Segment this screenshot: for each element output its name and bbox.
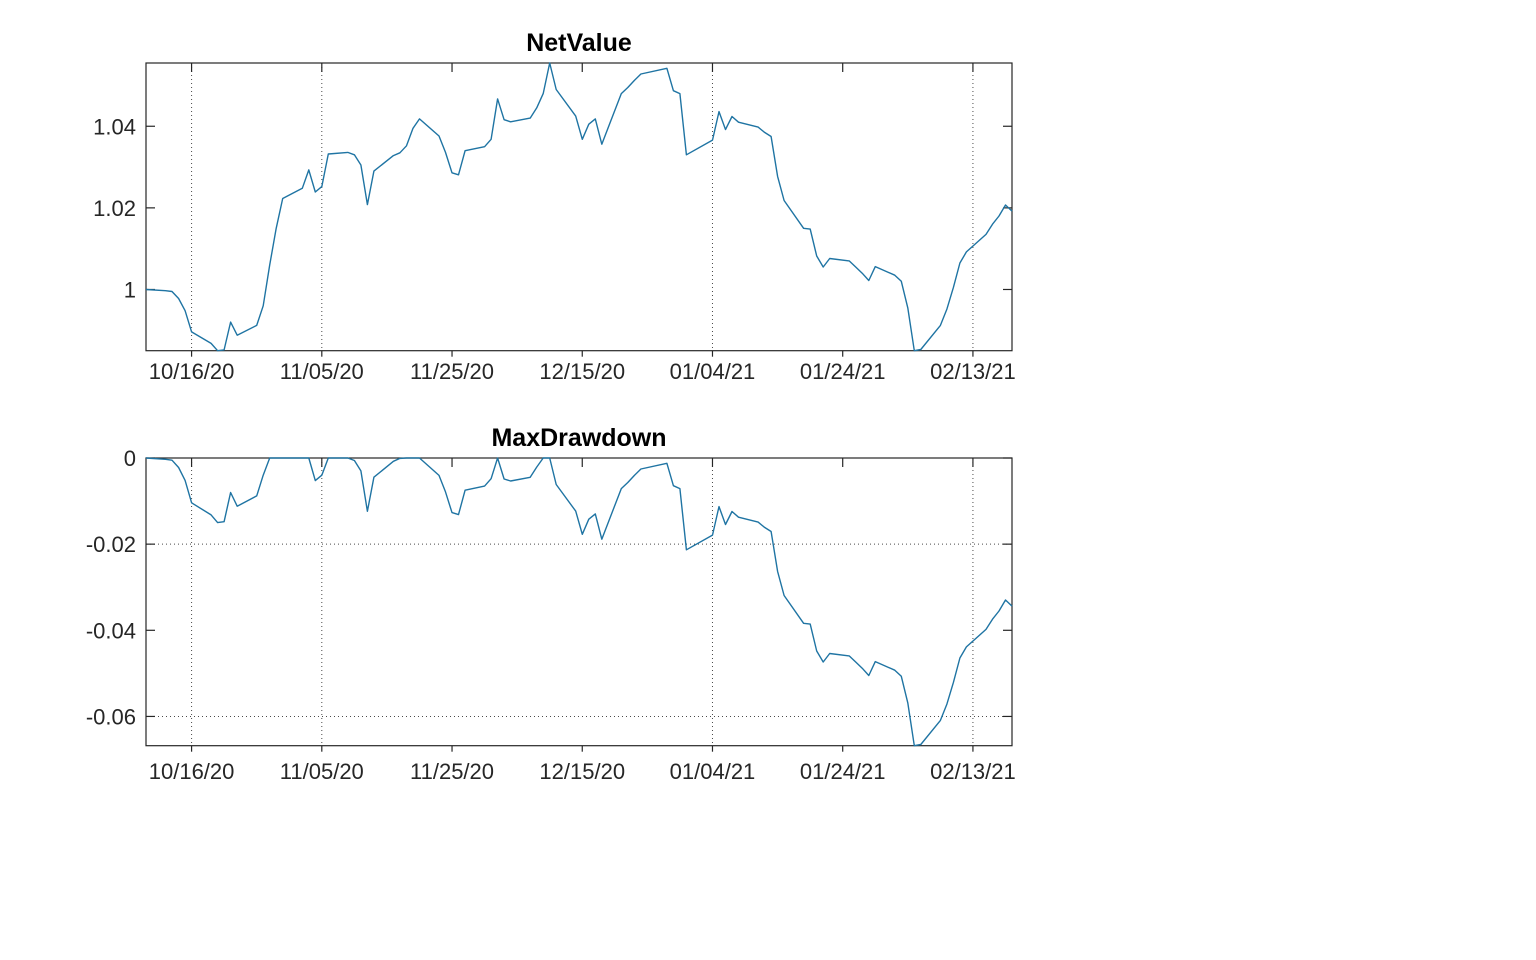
- maxdrawdown-xtick-label: 01/24/21: [800, 759, 886, 784]
- maxdrawdown-xtick-label: 02/13/21: [930, 759, 1016, 784]
- maxdrawdown-xtick-label: 11/05/20: [280, 759, 364, 784]
- maxdrawdown-xtick-label: 11/25/20: [410, 759, 494, 784]
- netvalue-ytick-label: 1.04: [93, 114, 136, 139]
- netvalue-chart: 10/16/20 11/05/20 11/25/20 12/15/20 01/04/21…: [93, 62, 1016, 384]
- maxdrawdown-ytick-label: -0.04: [86, 618, 136, 643]
- maxdrawdown-ytick-label: -0.06: [86, 704, 136, 729]
- maxdrawdown-axes-box: [145, 457, 1013, 747]
- netvalue-xtick-label: 11/05/20: [280, 359, 364, 384]
- maxdrawdown-title: MaxDrawdown: [491, 424, 667, 452]
- netvalue-ytick-label: 1.02: [93, 196, 136, 221]
- netvalue-xtick-label: 11/25/20: [410, 359, 494, 384]
- netvalue-xtick-label: 01/04/21: [670, 359, 756, 384]
- netvalue-xtick-label: 10/16/20: [149, 359, 235, 384]
- netvalue-xtick-label: 01/24/21: [800, 359, 886, 384]
- netvalue-line: [145, 62, 1013, 352]
- netvalue-xtick-label: 12/15/20: [539, 359, 625, 384]
- netvalue-ytick-label: 1: [124, 277, 136, 302]
- maxdrawdown-ytick-label: -0.02: [86, 532, 136, 557]
- maxdrawdown-xtick-label: 12/15/20: [539, 759, 625, 784]
- maxdrawdown-chart: 10/16/20 11/05/20 11/25/20 12/15/20 01/04/21…: [86, 446, 1016, 784]
- netvalue-xtick-label: 02/13/21: [930, 359, 1016, 384]
- netvalue-axes-box: [145, 62, 1013, 352]
- netvalue-title: NetValue: [526, 29, 632, 57]
- maxdrawdown-xtick-label: 01/04/21: [670, 759, 756, 784]
- maxdrawdown-xtick-label: 10/16/20: [149, 759, 235, 784]
- maxdrawdown-ytick-label: 0: [124, 446, 136, 471]
- maxdrawdown-line: [145, 457, 1013, 747]
